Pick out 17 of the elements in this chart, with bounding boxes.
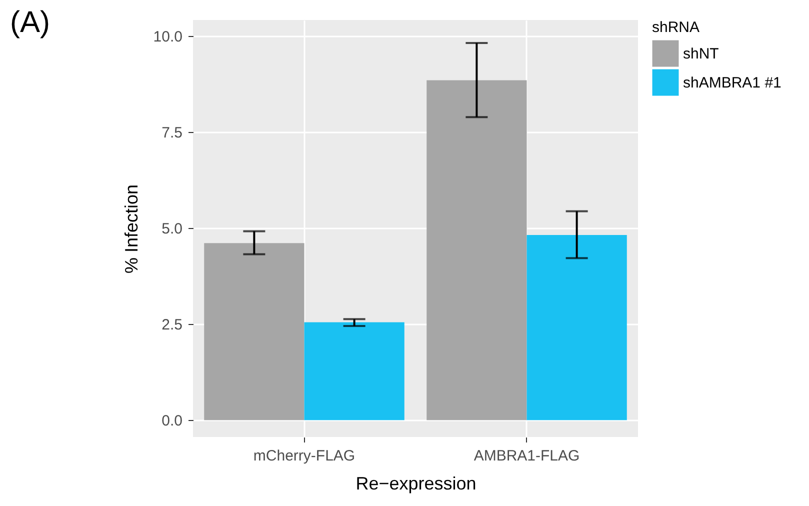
bar [304, 322, 404, 420]
legend-label: shAMBRA1 #1 [683, 74, 782, 92]
x-axis-title: Re−expression [356, 474, 476, 494]
bar [204, 243, 304, 420]
x-tick-label: mCherry-FLAG [253, 448, 356, 464]
y-tick-label: 5.0 [162, 220, 182, 238]
y-tick-label: 2.5 [162, 316, 182, 334]
text: (A) [10, 6, 50, 40]
legend-title: shRNA [652, 19, 700, 36]
bar [426, 80, 527, 420]
y-tick-label: 7.5 [162, 124, 182, 142]
y-tick-label: 0.0 [162, 412, 182, 430]
x-tick-label: AMBRA1-FLAG [474, 448, 580, 464]
y-tick-label: 10.0 [153, 28, 182, 46]
y-axis-title: % Infection [121, 184, 142, 274]
legend-label: shNT [683, 46, 719, 62]
bar [526, 235, 627, 420]
